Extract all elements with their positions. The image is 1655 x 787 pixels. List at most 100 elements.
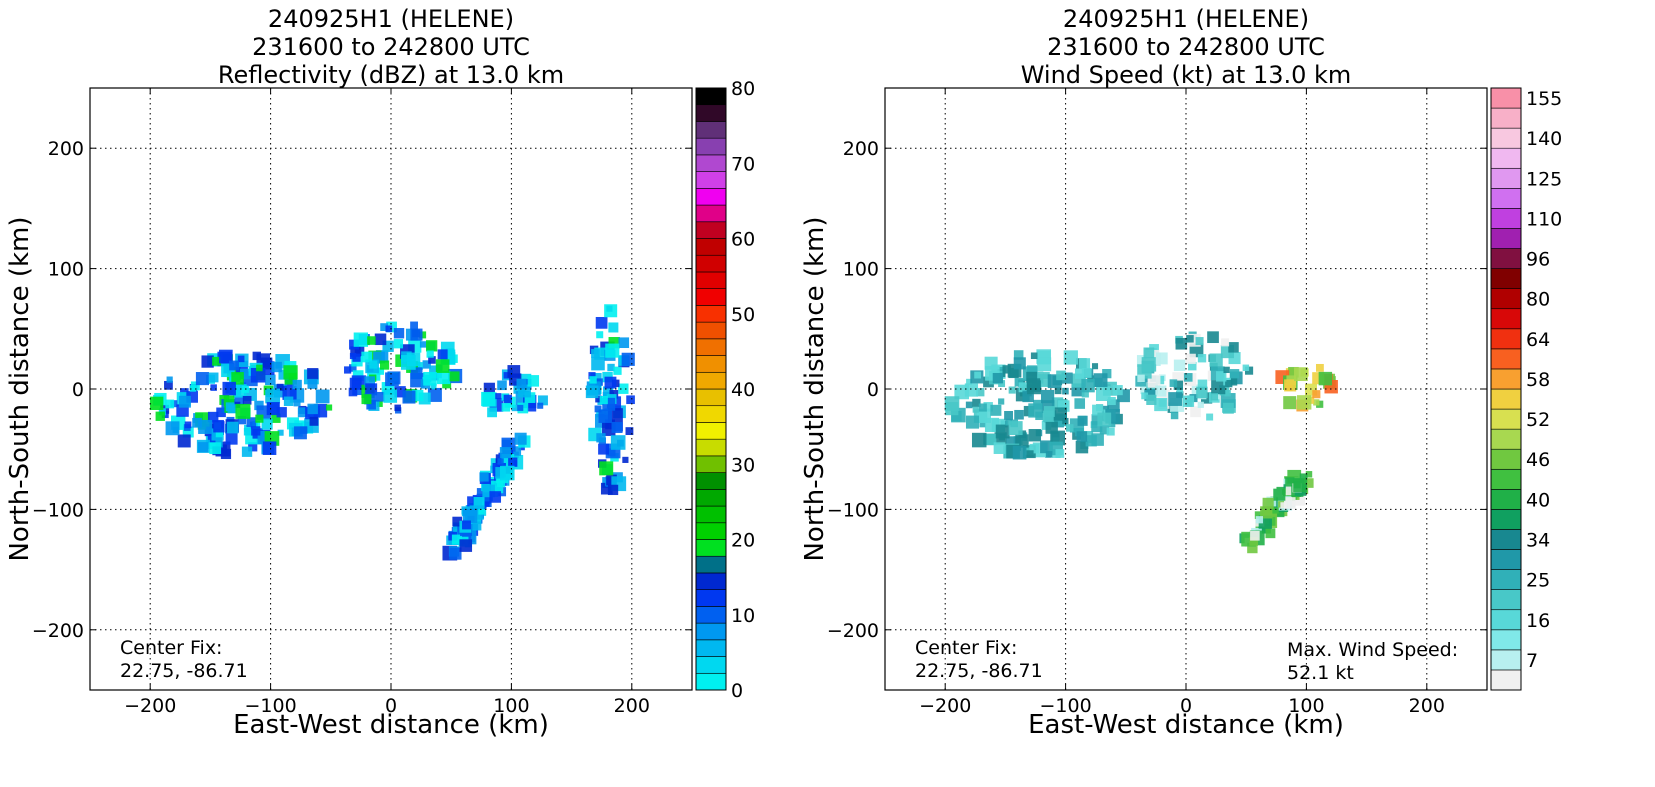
left-echo-cell bbox=[201, 355, 214, 368]
left-echo-cell bbox=[207, 411, 219, 423]
right-echo-cell bbox=[998, 398, 1005, 405]
left-colorbar-tick-label: 80 bbox=[731, 78, 755, 100]
right-echo-cell bbox=[1255, 516, 1263, 524]
right-chart-title: 240925H1 (HELENE) 231600 to 242800 UTC W… bbox=[885, 5, 1487, 89]
left-echo-cell bbox=[165, 399, 175, 409]
left-echo-cell bbox=[437, 349, 448, 360]
left-echo-cell bbox=[177, 434, 191, 448]
right-echo-cell bbox=[1099, 425, 1110, 435]
left-colorbar-band bbox=[695, 137, 727, 156]
left-echo-cell bbox=[307, 403, 318, 415]
right-colorbar-band bbox=[1490, 288, 1522, 310]
right-echo-cell bbox=[1061, 372, 1073, 384]
right-colorbar-band bbox=[1490, 308, 1522, 330]
right-colorbar-tick-label: 16 bbox=[1526, 610, 1550, 632]
left-colorbar-band bbox=[695, 656, 727, 674]
left-echo-cell bbox=[251, 426, 261, 436]
right-colorbar: 7 16 25 34 40 46 52 58 64 80 96 110 125 140 155 bbox=[1490, 87, 1562, 691]
right-echo-cell bbox=[1183, 373, 1193, 382]
right-echo-cell bbox=[1262, 497, 1274, 509]
right-colorbar-band bbox=[1490, 468, 1522, 490]
left-colorbar-band bbox=[695, 371, 727, 390]
left-title-line-1: 240925H1 (HELENE) bbox=[267, 5, 515, 33]
right-echo-cell bbox=[1221, 338, 1230, 347]
left-echo-cell bbox=[242, 395, 252, 405]
right-echo-cell bbox=[1012, 445, 1027, 460]
right-echo-cell bbox=[1242, 364, 1250, 372]
left-echo-cell bbox=[595, 395, 602, 403]
right-echo-cell bbox=[983, 376, 994, 388]
left-colorbar-band bbox=[695, 271, 727, 289]
right-echo-cell bbox=[1037, 357, 1052, 372]
right-echo-region-2 bbox=[1275, 363, 1338, 412]
right-colorbar-band bbox=[1490, 589, 1522, 611]
right-echo-cell bbox=[1206, 413, 1214, 421]
right-echo-cell bbox=[1315, 363, 1324, 372]
right-echo-region-1 bbox=[1135, 331, 1254, 421]
left-echo-cell bbox=[596, 433, 606, 443]
right-colorbar-band bbox=[1490, 509, 1522, 530]
right-echo-cell bbox=[1195, 337, 1204, 346]
right-echo-cell bbox=[1273, 488, 1286, 501]
left-colorbar-tick-label: 30 bbox=[731, 454, 755, 476]
left-echo-cell bbox=[366, 399, 376, 410]
left-colorbar-band bbox=[695, 221, 727, 239]
right-echo-cell bbox=[984, 433, 997, 446]
right-colorbar-band bbox=[1490, 328, 1522, 350]
left-echo-cell bbox=[220, 448, 232, 460]
left-xtick-label: 100 bbox=[493, 695, 529, 717]
left-echo-cell bbox=[489, 491, 502, 503]
left-echo-cell bbox=[430, 383, 437, 390]
left-echo-cell bbox=[229, 360, 239, 371]
left-echo-cell bbox=[262, 441, 277, 455]
left-colorbar-tick-label: 40 bbox=[731, 379, 755, 401]
right-echo-cell bbox=[1211, 380, 1226, 395]
right-max-wind-value: 52.1 kt bbox=[1287, 662, 1354, 684]
right-echo-cell bbox=[972, 406, 979, 413]
right-echo-cell bbox=[1079, 358, 1091, 370]
right-echo-cell bbox=[1091, 421, 1103, 433]
right-colorbar-tick-label: 80 bbox=[1526, 289, 1550, 311]
right-echo-cell bbox=[1091, 363, 1099, 370]
right-echo-cell bbox=[1028, 429, 1042, 442]
left-colorbar-band bbox=[695, 388, 727, 407]
left-echo-cell bbox=[589, 376, 597, 384]
left-echo-region-0 bbox=[149, 349, 333, 460]
right-echo-cell bbox=[1058, 400, 1070, 412]
right-echo-cell bbox=[964, 383, 979, 397]
right-colorbar-band bbox=[1490, 649, 1522, 671]
right-echo-cell bbox=[1223, 366, 1230, 374]
left-echo-cell bbox=[588, 372, 596, 380]
right-echo-cell bbox=[992, 372, 1004, 384]
left-echo-cell bbox=[452, 516, 463, 527]
left-echo-cell bbox=[428, 356, 436, 364]
right-echo-cell bbox=[1062, 417, 1069, 425]
right-echo-cell bbox=[1030, 352, 1038, 360]
left-echo-cell bbox=[219, 349, 233, 364]
right-echo-cell bbox=[1002, 365, 1011, 374]
right-echo-cell bbox=[1249, 537, 1259, 546]
right-echo-cell bbox=[1146, 382, 1158, 395]
right-echo-cell bbox=[1197, 354, 1207, 363]
right-echo-cell bbox=[1265, 528, 1276, 539]
right-echo-cell bbox=[1140, 386, 1148, 395]
right-colorbar-band bbox=[1490, 388, 1522, 410]
left-colorbar-band bbox=[695, 639, 727, 657]
left-echo-cell bbox=[380, 323, 389, 332]
left-echo-cell bbox=[379, 360, 390, 370]
right-xtick-label: 0 bbox=[1180, 695, 1192, 717]
left-echo-cell bbox=[250, 367, 266, 383]
right-echo-cell bbox=[1043, 406, 1055, 417]
right-echo-cell bbox=[1108, 420, 1116, 428]
left-echo-cell bbox=[293, 426, 307, 440]
right-ytick-label: 100 bbox=[843, 259, 879, 281]
left-echo-cell bbox=[410, 328, 423, 341]
right-echo-cell bbox=[1155, 385, 1167, 397]
right-echo-cell bbox=[1176, 386, 1183, 394]
right-echo-cell bbox=[1143, 347, 1155, 359]
left-echo-cell bbox=[621, 352, 635, 366]
right-colorbar-tick-label: 125 bbox=[1526, 168, 1562, 190]
left-echo-cell bbox=[511, 446, 522, 456]
right-echo-cell bbox=[1272, 507, 1279, 514]
left-echo-cell bbox=[449, 371, 460, 382]
